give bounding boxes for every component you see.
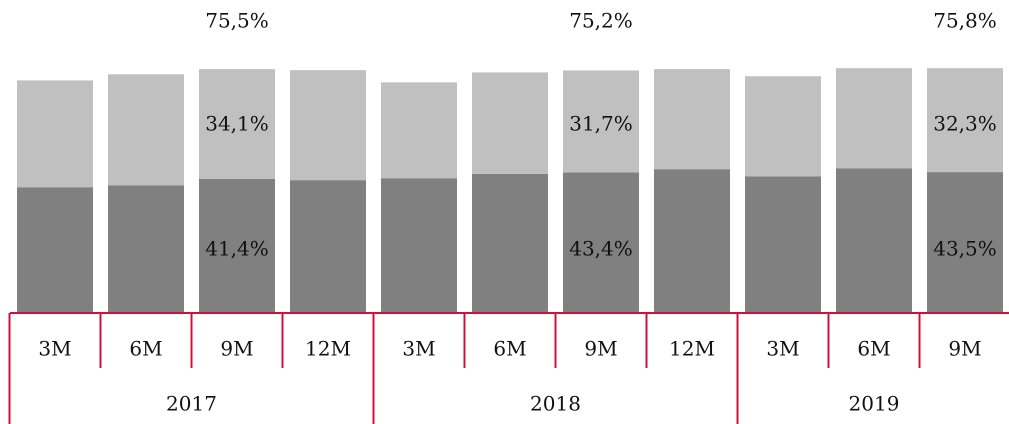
bar-segment	[472, 72, 548, 175]
bar-segment	[654, 169, 730, 312]
bar-segment	[381, 82, 457, 179]
total-label: 75,2%	[569, 9, 633, 33]
group-label: 2019	[849, 392, 900, 416]
category-label: 12M	[669, 337, 715, 361]
value-label: 34,1%	[205, 112, 269, 136]
category-label: 6M	[129, 337, 162, 361]
bar-segment	[199, 178, 275, 312]
bar-segment	[927, 172, 1003, 312]
bar-segment	[17, 80, 93, 188]
bar-segment	[472, 174, 548, 312]
bar-segment	[108, 185, 184, 312]
category-label: 3M	[38, 337, 71, 361]
category-label: 12M	[305, 337, 351, 361]
bar-segment	[927, 68, 1003, 173]
value-label: 43,4%	[569, 237, 633, 261]
bar-segment	[836, 168, 912, 312]
total-label: 75,5%	[205, 9, 269, 33]
value-label: 43,5%	[933, 237, 997, 261]
category-label: 9M	[220, 337, 253, 361]
value-label: 31,7%	[569, 112, 633, 136]
category-label: 3M	[402, 337, 435, 361]
category-label: 6M	[493, 337, 526, 361]
bar-segment	[290, 180, 366, 312]
bar-segment	[290, 70, 366, 181]
bar-segment	[654, 69, 730, 170]
bar-segment	[108, 74, 184, 186]
value-label: 41,4%	[205, 237, 269, 261]
bar-segment	[836, 68, 912, 169]
group-label: 2018	[530, 392, 581, 416]
bar-segment	[745, 176, 821, 312]
bar-segment	[199, 69, 275, 179]
group-label: 2017	[166, 392, 217, 416]
category-label: 6M	[857, 337, 890, 361]
bar-segment	[381, 178, 457, 312]
bar-segment	[17, 187, 93, 312]
value-label: 32,3%	[933, 112, 997, 136]
bar-segment	[563, 70, 639, 173]
total-label: 75,8%	[933, 9, 997, 33]
category-label: 9M	[948, 337, 981, 361]
bar-segment	[563, 172, 639, 312]
bar-segment	[745, 76, 821, 177]
category-label: 9M	[584, 337, 617, 361]
category-label: 3M	[766, 337, 799, 361]
